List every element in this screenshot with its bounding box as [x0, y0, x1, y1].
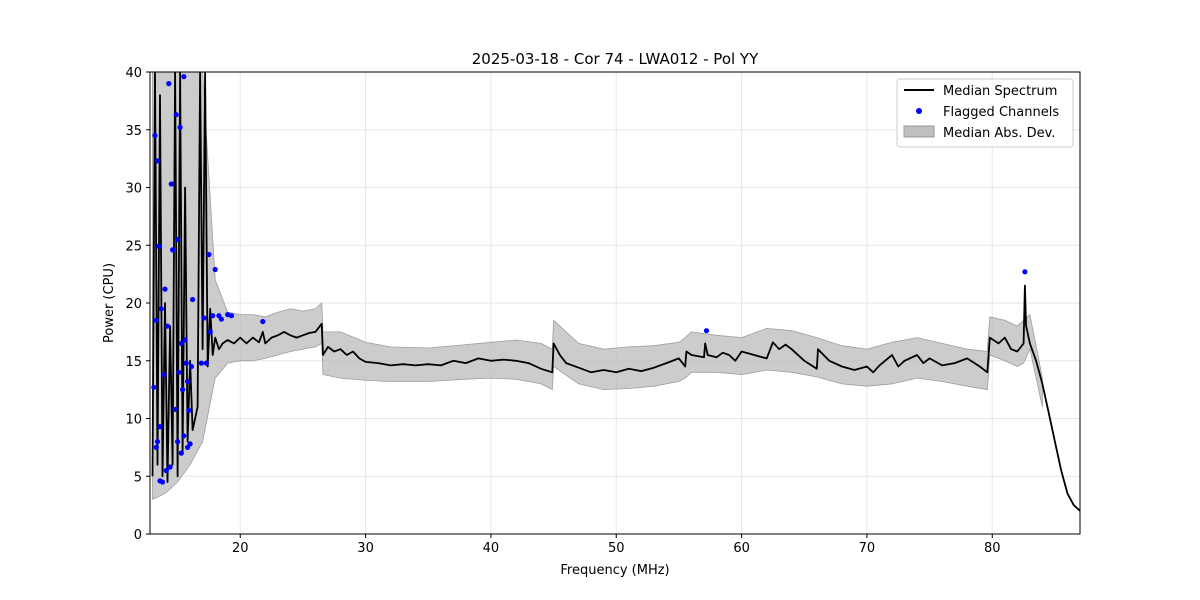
- flagged-point: [185, 378, 191, 385]
- flagged-point: [188, 363, 194, 370]
- mad-band: [152, 72, 1043, 501]
- flagged-point: [168, 181, 174, 187]
- flagged-point: [161, 372, 167, 378]
- flagged-point: [153, 317, 159, 323]
- flagged-point: [163, 467, 169, 474]
- y-tick-label: 20: [125, 297, 142, 312]
- x-tick-label: 20: [232, 541, 249, 556]
- y-tick-label: 5: [134, 470, 142, 485]
- flagged-point: [183, 360, 189, 366]
- flagged-point: [166, 81, 172, 87]
- y-tick-label: 10: [125, 413, 142, 428]
- flagged-point: [173, 112, 179, 118]
- legend-flagged-label: Flagged Channels: [943, 105, 1059, 120]
- median-spectrum-line: [151, 72, 1080, 512]
- flagged-point: [167, 464, 173, 470]
- flagged-point: [218, 316, 224, 322]
- legend-frame: [896, 78, 1074, 148]
- flagged-point: [154, 158, 161, 164]
- flagged-point: [176, 369, 182, 375]
- flagged-point: [152, 132, 158, 139]
- grid: [150, 71, 1080, 535]
- flagged-point: [178, 450, 184, 456]
- y-axis-ticks: 0 5 10 15 20 25 30 35 40: [125, 66, 150, 543]
- flagged-point: [162, 286, 168, 292]
- y-tick-label: 35: [125, 124, 142, 139]
- x-tick-label: 30: [357, 541, 374, 556]
- flagged-point: [186, 407, 192, 413]
- flagged-point: [180, 387, 186, 393]
- flagged-point: [187, 441, 193, 447]
- legend-mad-label: Median Abs. Dev.: [943, 126, 1055, 141]
- flagged-point: [153, 444, 159, 450]
- x-tick-label: 80: [984, 541, 1001, 556]
- y-tick-label: 40: [125, 66, 142, 81]
- flagged-point: [159, 479, 166, 485]
- flagged-point: [164, 323, 171, 329]
- flagged-point: [175, 439, 181, 445]
- flagged-point: [206, 251, 212, 258]
- flagged-point: [181, 433, 187, 439]
- median-spectrum-layer: [151, 72, 1080, 512]
- y-tick-label: 15: [125, 355, 142, 370]
- x-axis-ticks: 20 30 40 50 60 70 80: [232, 534, 1001, 556]
- flagged-point: [201, 315, 207, 321]
- flagged-point: [198, 360, 204, 366]
- flagged-channels-layer: [151, 74, 1028, 485]
- flagged-point: [170, 247, 176, 253]
- flagged-point: [260, 318, 266, 325]
- flagged-point: [172, 406, 178, 412]
- y-axis-label: Power (CPU): [102, 263, 117, 343]
- flagged-point: [190, 296, 196, 303]
- flagged-point: [212, 266, 218, 273]
- flagged-point: [157, 424, 163, 430]
- flagged-point: [178, 340, 184, 346]
- flagged-point: [207, 329, 213, 335]
- chart-title: 2025-03-18 - Cor 74 - LWA012 - Pol YY: [472, 50, 759, 68]
- x-tick-label: 60: [733, 541, 750, 556]
- flagged-point: [182, 337, 188, 343]
- flagged-point: [151, 384, 157, 390]
- flagged-point: [210, 313, 216, 319]
- flagged-point: [203, 360, 209, 366]
- legend-mad-swatch: [903, 125, 935, 138]
- y-tick-label: 25: [125, 239, 142, 254]
- y-tick-label: 30: [125, 182, 142, 197]
- flagged-point: [156, 243, 162, 249]
- flagged-point: [158, 306, 164, 312]
- x-axis-label: Frequency (MHz): [560, 563, 669, 578]
- x-tick-label: 50: [608, 541, 625, 556]
- x-tick-label: 40: [483, 541, 500, 556]
- flagged-point: [154, 439, 161, 445]
- flagged-point: [228, 313, 235, 319]
- flagged-point: [703, 328, 710, 334]
- flagged-point: [177, 124, 183, 130]
- x-tick-label: 70: [859, 541, 876, 556]
- y-tick-label: 0: [134, 528, 142, 543]
- legend-median-label: Median Spectrum: [943, 84, 1057, 99]
- legend: Median Spectrum Flagged Channels Median …: [896, 78, 1074, 148]
- flagged-point: [1022, 269, 1028, 275]
- mad-band-layer: [152, 72, 1043, 501]
- legend-flagged-swatch: [916, 108, 922, 114]
- flagged-point: [175, 236, 181, 243]
- flagged-point: [181, 74, 187, 80]
